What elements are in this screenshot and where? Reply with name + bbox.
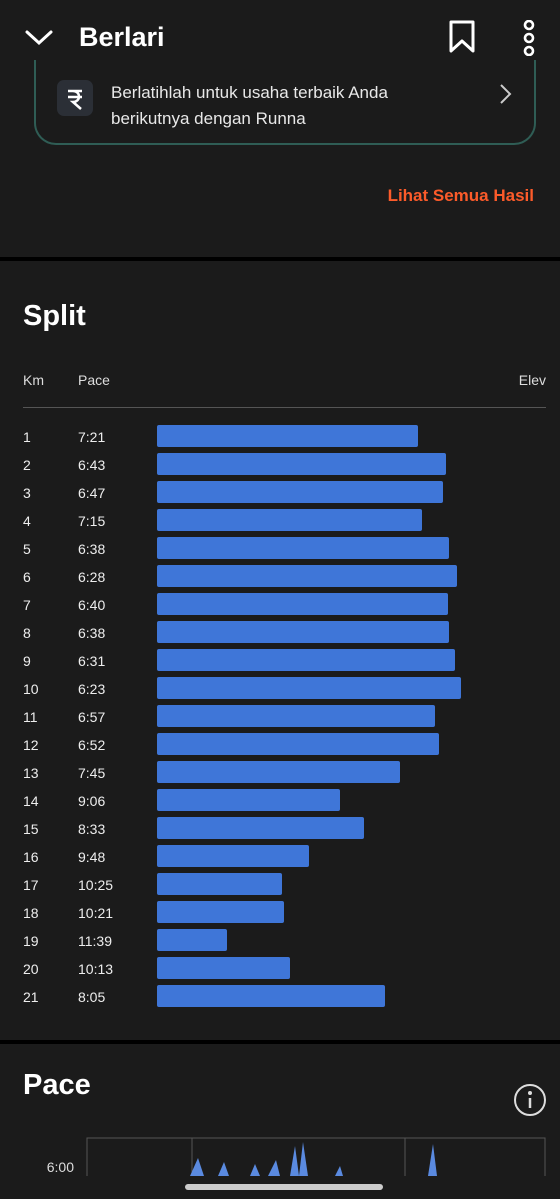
runna-logo [57,80,93,116]
pace-chart: 6:00 [47,1137,546,1176]
pace-cell: 6:40 [78,597,106,613]
pace-bar [157,425,418,447]
column-header: Pace [78,372,110,388]
pace-bar [157,985,386,1007]
pace-cell: 6:57 [78,709,106,725]
km-cell: 19 [23,933,39,949]
see-all-link[interactable]: Lihat Semua Hasil [387,186,534,205]
km-cell: 14 [23,793,39,809]
pace-bar [157,565,457,587]
km-cell: 9 [23,653,31,669]
promo-line: Berlatihlah untuk usaha terbaik Anda [111,83,388,102]
pace-bar [157,705,436,727]
pace-bar [157,537,450,559]
pace-cell: 7:15 [78,513,106,529]
km-cell: 16 [23,849,39,865]
km-cell: 1 [23,429,31,445]
km-cell: 13 [23,765,39,781]
y-axis-label: 6:00 [47,1159,74,1175]
km-cell: 5 [23,541,31,557]
pace-bar [157,453,446,475]
home-indicator [185,1184,383,1190]
pace-bar [157,873,282,895]
km-cell: 6 [23,569,31,585]
app-header: Berlari [0,0,560,76]
pace-cell: 11:39 [78,933,112,949]
pace-bar [157,929,227,951]
column-header: Elev [518,372,546,388]
km-cell: 4 [23,513,31,529]
pace-cell: 7:21 [78,429,106,445]
pace-bar [157,957,291,979]
header-rule [23,407,546,408]
km-cell: 11 [23,709,38,725]
header-title: Berlari [79,22,165,52]
km-cell: 17 [23,877,39,893]
pace-cell: 6:47 [78,485,106,501]
pace-bar [157,761,400,783]
pace-cell: 6:38 [78,541,106,557]
pace-cell: 10:21 [78,905,114,921]
pace-cell: 6:52 [78,737,106,753]
chart-area [190,1142,437,1176]
pace-cell: 7:45 [78,765,106,781]
promo-line: berikutnya dengan Runna [111,109,306,128]
pace-bar [157,901,285,923]
pace-cell: 9:06 [78,793,106,809]
pace-cell: 8:33 [78,821,106,837]
pace-cell: 8:05 [78,989,106,1005]
pace-cell: 6:31 [78,653,106,669]
pace-cell: 6:43 [78,457,106,473]
km-cell: 10 [23,681,39,697]
section-divider [0,1040,560,1044]
splits-title: Split [23,300,86,332]
km-cell: 12 [23,737,39,753]
pace-bar [157,621,450,643]
pace-cell: 6:23 [78,681,106,697]
km-cell: 21 [23,989,39,1005]
pace-bar [157,733,440,755]
column-header: Km [23,372,44,388]
pace-bar [157,817,365,839]
promo-card[interactable] [34,60,536,145]
km-cell: 3 [23,485,31,501]
pace-cell: 6:28 [78,569,106,585]
section-divider [0,257,560,261]
km-cell: 8 [23,625,31,641]
info-button[interactable] [513,1083,547,1117]
pace-bar [157,789,340,811]
pace-cell: 6:38 [78,625,106,641]
pace-cell: 10:13 [78,961,114,977]
pace-title: Pace [23,1069,91,1101]
chart-frame [86,1137,546,1176]
more-button[interactable] [519,20,539,56]
chevron-right [500,84,512,104]
pace-bar [157,845,309,867]
pace-cell: 10:25 [78,877,114,893]
km-cell: 2 [23,457,31,473]
km-cell: 18 [23,905,39,921]
km-cell: 7 [23,597,31,613]
pace-cell: 9:48 [78,849,106,865]
pace-bar [157,509,423,531]
km-cell: 15 [23,821,39,837]
pace-bar [157,649,455,671]
pace-bar [157,677,461,699]
promo-text: Berlatihlah untuk usaha terbaik Anda ber… [111,80,388,132]
pace-bar [157,481,443,503]
bookmark-button[interactable] [448,20,476,54]
pace-bar [157,593,448,615]
back-button[interactable] [24,26,54,48]
km-cell: 20 [23,961,39,977]
